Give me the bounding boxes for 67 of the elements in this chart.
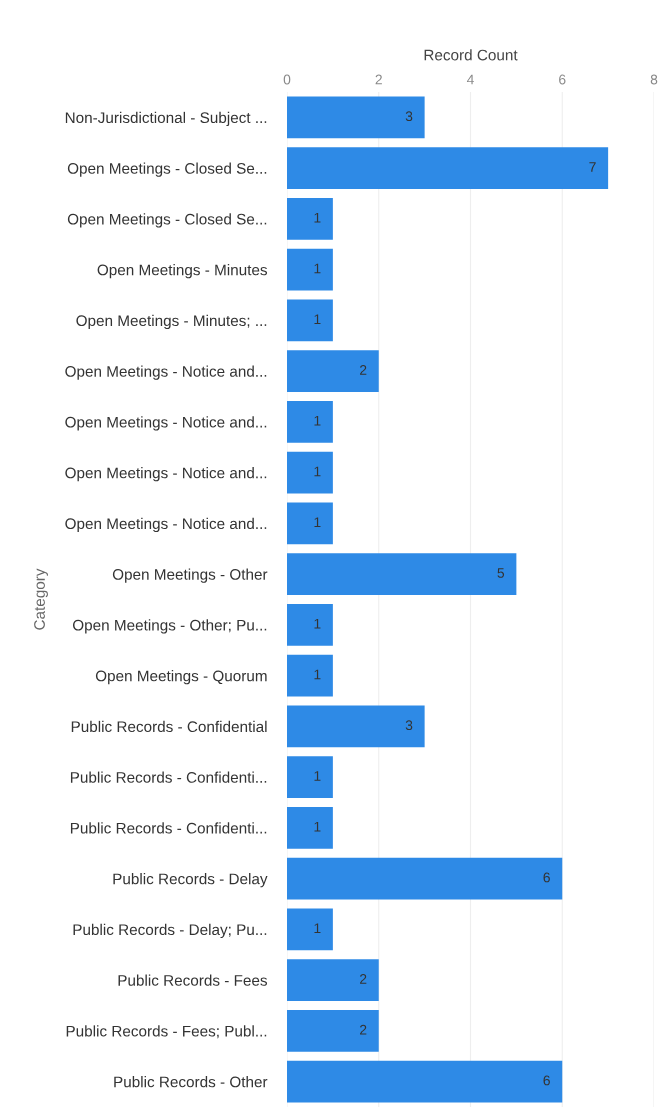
- x-tick-label: 4: [466, 74, 474, 85]
- y-tick-label: Open Meetings - Notice and...: [65, 517, 267, 533]
- y-tick-label: Public Records - Delay; Pu...: [73, 923, 267, 939]
- x-tick-label: 8: [650, 74, 658, 85]
- x-tick-label: 0: [283, 74, 291, 85]
- bar: [287, 1010, 379, 1052]
- data-label: 1: [314, 669, 321, 680]
- data-label: 1: [314, 618, 321, 629]
- y-tick-label: Open Meetings - Quorum: [95, 670, 267, 685]
- x-tick-label: 2: [375, 74, 382, 85]
- data-label: 1: [314, 923, 321, 933]
- y-tick-label: Open Meetings - Notice and...: [65, 467, 267, 482]
- bar: [287, 502, 333, 545]
- bar: [287, 96, 425, 139]
- bar: [287, 248, 333, 291]
- y-tick-label: Public Records - Delay: [113, 873, 268, 888]
- x-axis-title: Record Count: [424, 49, 518, 61]
- data-label: 1: [314, 263, 321, 274]
- y-tick-label: Open Meetings - Notice and...: [65, 416, 267, 431]
- y-tick-label: Non-Jurisdictional - Subject ...: [65, 111, 267, 127]
- y-tick-label: Public Records - Confidenti...: [70, 822, 267, 834]
- bar: [287, 857, 563, 900]
- data-label: 1: [314, 466, 321, 477]
- data-label: 2: [360, 365, 367, 375]
- data-label: 6: [543, 1075, 550, 1086]
- y-tick-label: Public Records - Fees: [118, 974, 268, 986]
- data-label: 1: [314, 517, 321, 527]
- bar: [287, 705, 425, 748]
- bar: [287, 147, 609, 189]
- bar: [287, 908, 333, 951]
- bar: [287, 299, 333, 342]
- data-label: 2: [360, 974, 367, 984]
- y-tick-label: Public Records - Confidenti...: [70, 771, 267, 783]
- y-tick-label: Open Meetings - Other; Pu...: [72, 619, 267, 634]
- data-label: 3: [405, 111, 413, 122]
- bar: [287, 654, 333, 697]
- y-tick-label: Open Meetings - Minutes: [97, 264, 268, 279]
- y-axis-title: Category: [34, 568, 48, 630]
- data-label: 1: [314, 821, 321, 832]
- data-label: 5: [497, 568, 505, 578]
- y-tick-label: Open Meetings - Notice and...: [65, 365, 267, 380]
- data-label: 7: [589, 162, 596, 172]
- x-tick-label: 6: [559, 74, 566, 85]
- bar: [287, 553, 517, 595]
- bar: [287, 756, 333, 798]
- data-label: 2: [360, 1024, 367, 1035]
- data-label: 6: [543, 872, 550, 883]
- bar: [287, 198, 333, 240]
- bar: [287, 1060, 563, 1103]
- data-label: 1: [314, 771, 321, 781]
- y-tick-label: Open Meetings - Minutes; ...: [76, 314, 267, 330]
- y-tick-label: Open Meetings - Other: [112, 568, 268, 583]
- bar: [287, 401, 333, 443]
- data-label: 1: [314, 314, 321, 324]
- y-tick-label: Open Meetings - Closed Se...: [67, 162, 267, 177]
- bar: [287, 604, 333, 646]
- data-label: 3: [405, 720, 413, 731]
- bar: [287, 350, 379, 392]
- y-tick-label: Public Records - Fees; Publ...: [66, 1025, 267, 1039]
- bar: [287, 807, 333, 849]
- bar: [287, 451, 333, 494]
- data-label: 1: [314, 212, 321, 223]
- y-tick-label: Public Records - Confidential: [71, 720, 267, 733]
- data-label: 1: [314, 415, 321, 426]
- y-tick-label: Public Records - Other: [114, 1076, 268, 1088]
- y-tick-label: Open Meetings - Closed Se...: [67, 213, 267, 228]
- bar: [287, 959, 379, 1001]
